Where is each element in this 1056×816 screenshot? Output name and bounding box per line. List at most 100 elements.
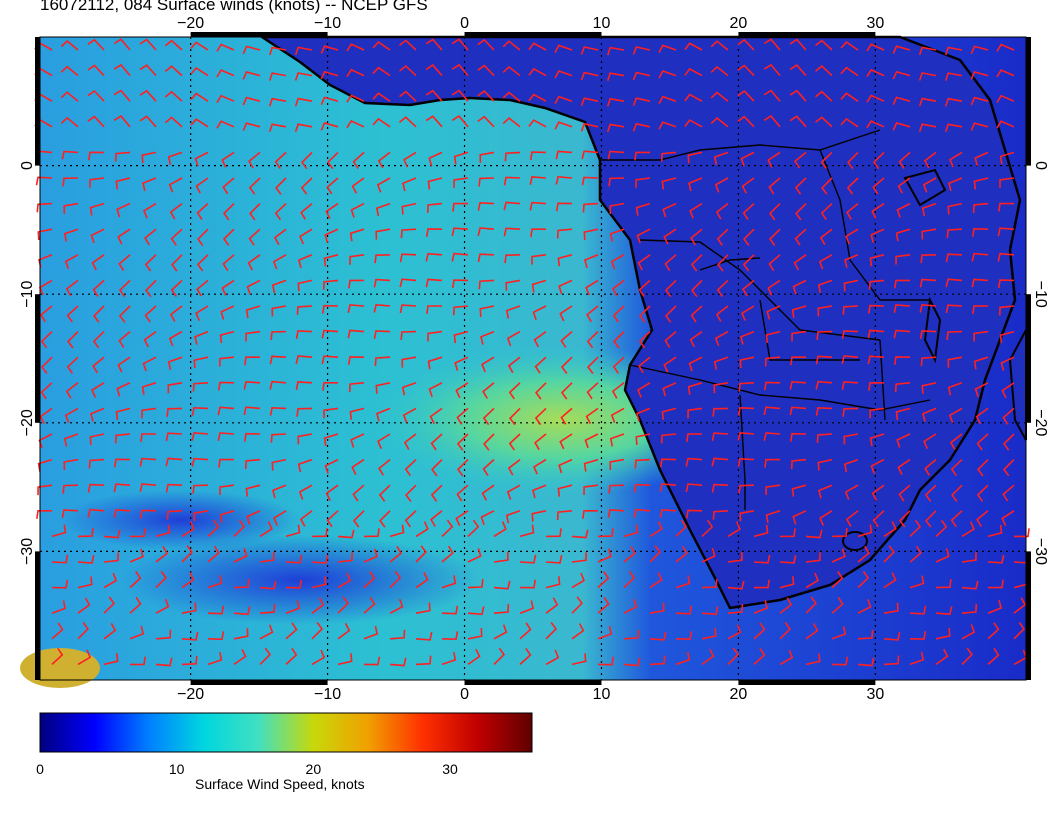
wind-barb xyxy=(181,602,197,614)
wind-barb xyxy=(689,330,703,348)
wind-barb xyxy=(246,279,261,295)
wind-barb xyxy=(935,648,949,666)
wind-barb xyxy=(506,484,521,500)
wind-barb xyxy=(841,381,859,390)
wind-barb xyxy=(554,70,573,79)
wind-barb xyxy=(233,628,249,640)
wind-barb xyxy=(51,600,67,614)
wind-barb xyxy=(233,548,248,563)
wind-barb xyxy=(233,648,247,666)
wind-barb xyxy=(273,228,287,246)
wind-barb xyxy=(866,120,885,129)
wind-barb xyxy=(634,151,650,161)
wind-barb xyxy=(571,529,589,539)
wind-barb xyxy=(139,115,157,128)
wind-barb xyxy=(534,356,547,374)
wind-barb xyxy=(584,433,599,449)
wind-barb xyxy=(675,575,691,589)
wind-barb xyxy=(659,458,677,468)
wind-barb xyxy=(935,579,952,589)
lon-tick-label: 30 xyxy=(866,15,884,32)
wind-barb xyxy=(242,45,261,55)
wind-barb xyxy=(535,382,547,400)
wind-barb xyxy=(753,600,768,614)
wind-barb xyxy=(323,254,339,267)
wind-barb xyxy=(129,596,142,614)
wind-barb xyxy=(195,305,209,322)
wind-barb xyxy=(451,227,469,237)
wind-barb xyxy=(142,202,157,219)
wind-barb xyxy=(428,151,443,167)
wind-barb xyxy=(401,356,417,368)
wind-barb xyxy=(606,46,625,56)
wind-barb xyxy=(451,115,469,128)
wind-barb xyxy=(922,177,937,193)
wind-barb xyxy=(872,510,885,528)
wind-barb xyxy=(831,596,844,614)
wind-barb xyxy=(337,529,355,539)
lon-tick-label: 0 xyxy=(460,686,469,700)
wind-barb xyxy=(664,305,677,323)
wind-barb xyxy=(519,579,536,589)
wind-barb xyxy=(867,329,885,339)
wind-barb xyxy=(389,545,403,563)
wind-barb xyxy=(792,279,807,295)
wind-barb xyxy=(790,356,806,366)
wind-barb xyxy=(482,382,495,399)
wind-barb xyxy=(818,484,833,499)
wind-barb xyxy=(320,70,339,80)
wind-barb xyxy=(715,202,729,220)
wind-barb xyxy=(451,252,469,262)
wind-barb xyxy=(519,554,537,564)
wind-barb xyxy=(996,120,1015,129)
wind-barb xyxy=(763,432,781,441)
wind-barb xyxy=(401,202,417,215)
wind-barb xyxy=(558,279,573,295)
wind-barb xyxy=(296,407,313,417)
wind-barb xyxy=(113,38,131,51)
wind-barb xyxy=(207,605,225,615)
wind-barb xyxy=(65,382,79,399)
wind-barb xyxy=(378,458,391,476)
wind-barb xyxy=(467,579,484,589)
wind-barb xyxy=(64,254,79,270)
wind-barb xyxy=(170,228,183,246)
wind-barb xyxy=(531,279,547,293)
wind-barb xyxy=(763,89,781,102)
wind-barb xyxy=(791,484,807,497)
wind-barb xyxy=(375,228,391,240)
wind-barb xyxy=(870,228,885,243)
wind-barb xyxy=(970,71,989,80)
wind-barb xyxy=(452,305,469,316)
wind-barb xyxy=(805,623,819,640)
wind-barb xyxy=(660,151,677,162)
wind-barb xyxy=(922,407,937,422)
wind-barb xyxy=(545,597,559,614)
wind-barb xyxy=(661,177,677,190)
wind-barb xyxy=(217,381,235,391)
wind-barb xyxy=(909,519,922,537)
wind-barb xyxy=(139,483,157,492)
wind-barb xyxy=(531,254,547,265)
wind-barb xyxy=(610,407,625,423)
wind-barb xyxy=(285,647,298,665)
wind-barb xyxy=(973,177,989,190)
wind-barb xyxy=(545,576,561,589)
wind-barb xyxy=(712,407,729,417)
wind-barb xyxy=(219,330,235,344)
wind-barb xyxy=(587,356,599,374)
wind-barb xyxy=(766,305,781,320)
wind-barb xyxy=(372,66,391,77)
wind-barb xyxy=(402,407,417,423)
wind-barb xyxy=(779,528,796,538)
wind-barb xyxy=(727,580,745,590)
wind-barb xyxy=(935,606,953,616)
wind-barb xyxy=(531,510,547,522)
wind-barb xyxy=(155,629,172,640)
wind-barb xyxy=(114,433,131,444)
wind-barb xyxy=(608,177,625,187)
wind-barb xyxy=(623,545,636,563)
wind-barb xyxy=(924,458,937,476)
wind-barb xyxy=(868,382,885,391)
wind-barb xyxy=(269,355,287,365)
